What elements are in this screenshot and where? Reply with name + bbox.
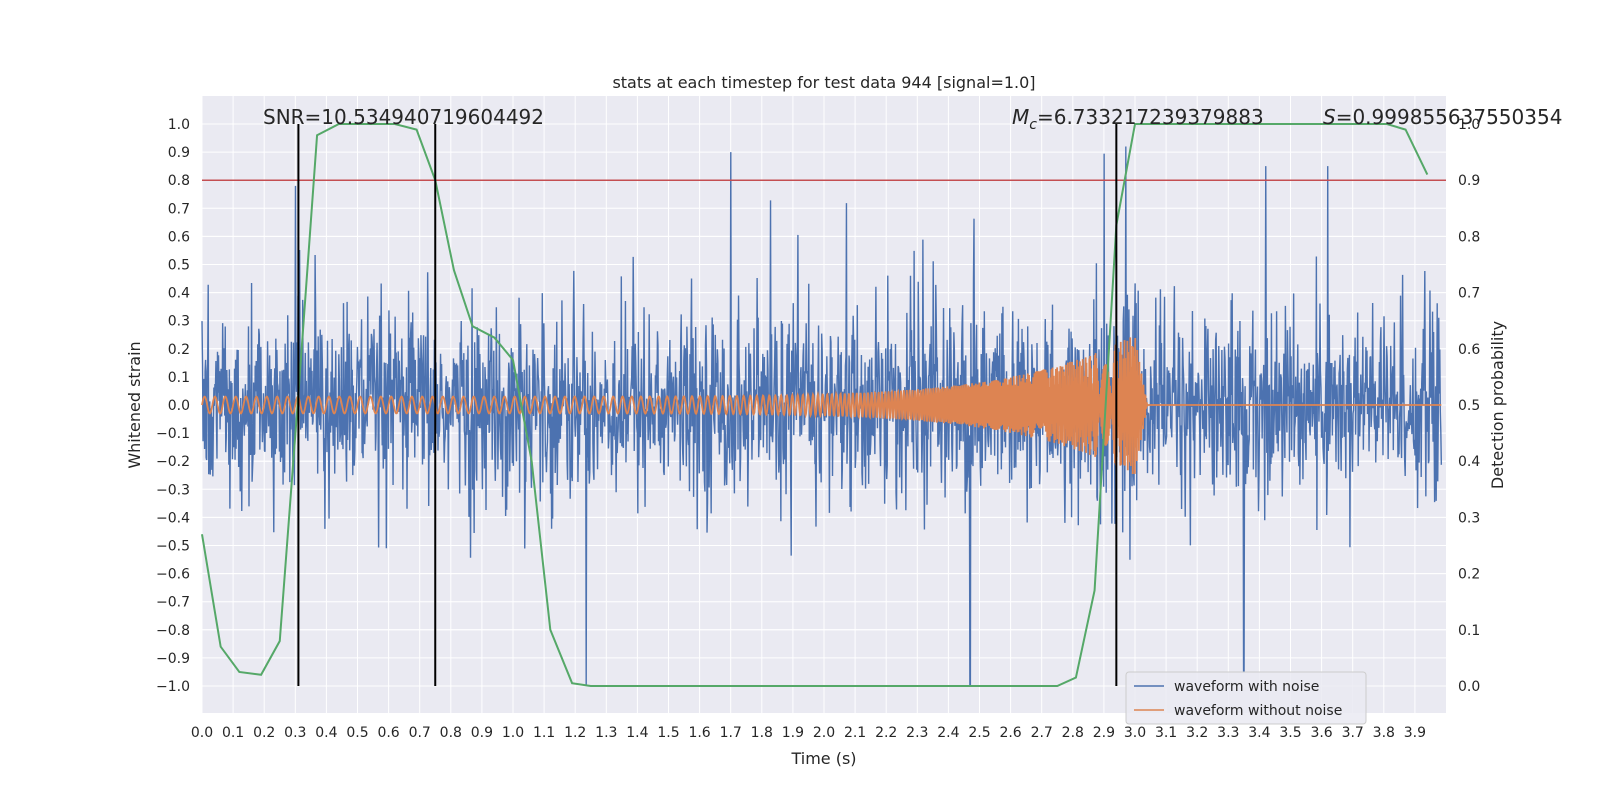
y-tick-label: 1.0: [168, 117, 190, 133]
y-axis-ticks: −1.0 −0.9 −0.8 −0.7 −0.6 −0.5 −0.4 −0.3 −0.2 −0.1…: [156, 117, 190, 695]
x-tick-label: 1.7: [720, 725, 742, 741]
y-tick-label: 0.5: [168, 258, 190, 274]
x-tick-label: 0.3: [284, 725, 306, 741]
x-tick-label: 2.1: [844, 725, 866, 741]
x-tick-label: 2.0: [813, 725, 835, 741]
x-tick-label: 3.4: [1248, 725, 1270, 741]
x-tick-label: 0.8: [440, 725, 462, 741]
x-tick-label: 3.3: [1217, 725, 1239, 741]
chirp-mass-subscript: c: [1029, 117, 1037, 133]
legend-label-noisy: waveform with noise: [1174, 679, 1319, 695]
x-tick-label: 0.7: [409, 725, 431, 741]
series-waveform-without-noise: [201, 337, 1442, 475]
x-tick-label: 1.3: [595, 725, 617, 741]
y-tick-label: 0.1: [168, 370, 190, 386]
y-tick-label: 0.2: [168, 342, 190, 358]
y-right-tick-label: 0.2: [1458, 567, 1480, 583]
legend-box: [1125, 671, 1367, 725]
y-right-tick-label: 0.6: [1458, 342, 1480, 358]
y-right-tick-label: 0.5: [1458, 398, 1480, 414]
probability-line: [201, 123, 1429, 687]
y-tick-label: 0.9: [168, 145, 190, 161]
score-annotation: S=0.999855637550354: [1323, 105, 1562, 129]
y-tick-label: −0.4: [156, 510, 190, 526]
x-tick-label: 1.1: [533, 725, 555, 741]
x-tick-label: 3.2: [1186, 725, 1208, 741]
x-tick-label: 2.6: [999, 725, 1021, 741]
chirp-mass-symbol: M: [1012, 105, 1029, 129]
x-tick-label: 1.4: [626, 725, 648, 741]
y-tick-label: −0.6: [156, 567, 190, 583]
noisy-line: [201, 146, 1443, 687]
x-axis-ticks: 0.0 0.1 0.2 0.3 0.4 0.5 0.6 0.7 0.8 0.9 1.0 1.1 1.2 1…: [191, 725, 1426, 741]
y-right-tick-label: 0.1: [1458, 623, 1480, 639]
x-tick-label: 2.2: [875, 725, 897, 741]
y-tick-label: −0.3: [156, 482, 190, 498]
x-tick-label: 3.7: [1342, 725, 1364, 741]
y-tick-label: −0.1: [156, 426, 190, 442]
x-tick-label: 1.0: [502, 725, 524, 741]
x-tick-label: 3.6: [1310, 725, 1332, 741]
x-tick-label: 1.9: [782, 725, 804, 741]
y-tick-label: −0.8: [156, 623, 190, 639]
y-right-tick-label: 0.4: [1458, 454, 1480, 470]
x-axis-label: Time (s): [790, 749, 856, 768]
y-right-axis-label: Detection probability: [1488, 321, 1507, 489]
clean-line: [201, 337, 1442, 475]
x-tick-label: 2.5: [968, 725, 990, 741]
x-tick-label: 1.8: [751, 725, 773, 741]
y-right-tick-label: 0.0: [1458, 679, 1480, 695]
y-right-tick-label: 0.7: [1458, 286, 1480, 302]
x-tick-label: 2.8: [1062, 725, 1084, 741]
y-tick-label: 0.6: [168, 229, 190, 245]
x-tick-label: 3.8: [1373, 725, 1395, 741]
x-tick-label: 1.5: [657, 725, 679, 741]
y-right-tick-label: 0.9: [1458, 173, 1480, 189]
series-detection-probability: [201, 123, 1429, 687]
x-tick-label: 0.9: [471, 725, 493, 741]
y-tick-label: −0.9: [156, 651, 190, 667]
x-tick-label: 2.9: [1093, 725, 1115, 741]
vertical-markers: [297, 124, 1118, 686]
y-axis-label: Whitened strain: [125, 341, 144, 468]
y-right-tick-label: 0.3: [1458, 510, 1480, 526]
y-tick-label: 0.0: [168, 398, 190, 414]
x-tick-label: 3.0: [1124, 725, 1146, 741]
y-tick-label: 0.3: [168, 314, 190, 330]
score-value: =0.999855637550354: [1336, 105, 1563, 129]
x-tick-label: 0.2: [253, 725, 275, 741]
x-tick-label: 3.5: [1279, 725, 1301, 741]
y-tick-label: 0.4: [168, 286, 190, 302]
x-tick-label: 1.6: [688, 725, 710, 741]
x-tick-label: 2.7: [1031, 725, 1053, 741]
chirp-mass-value: =6.733217239379883: [1037, 105, 1264, 129]
chirp-mass-annotation: Mc=6.733217239379883: [1012, 105, 1264, 133]
x-tick-label: 2.4: [937, 725, 959, 741]
x-tick-label: 1.2: [564, 725, 586, 741]
x-tick-label: 0.5: [346, 725, 368, 741]
y-right-tick-label: 1.0: [1458, 117, 1480, 133]
score-symbol: S: [1323, 105, 1336, 129]
legend: waveform with noise waveform without noi…: [1125, 671, 1367, 725]
chart-title: stats at each timestep for test data 944…: [612, 73, 1035, 92]
y-tick-label: 0.8: [168, 173, 190, 189]
y-tick-label: −0.2: [156, 454, 190, 470]
legend-label-clean: waveform without noise: [1174, 703, 1342, 719]
y-tick-label: −0.5: [156, 539, 190, 555]
x-tick-label: 0.0: [191, 725, 213, 741]
y-right-axis-ticks: 0.0 0.1 0.2 0.3 0.4 0.5 0.6 0.7 0.8 0.9 1.0: [1458, 117, 1480, 695]
y-tick-label: −1.0: [156, 679, 190, 695]
series-waveform-with-noise: [201, 146, 1443, 687]
x-tick-label: 0.4: [315, 725, 337, 741]
y-right-tick-label: 0.8: [1458, 229, 1480, 245]
x-tick-label: 3.9: [1404, 725, 1426, 741]
x-tick-label: 2.3: [906, 725, 928, 741]
y-tick-label: −0.7: [156, 595, 190, 611]
x-tick-label: 3.1: [1155, 725, 1177, 741]
x-tick-label: 0.6: [377, 725, 399, 741]
snr-annotation: SNR=10.534940719604492: [263, 105, 544, 129]
x-tick-label: 0.1: [222, 725, 244, 741]
y-tick-label: 0.7: [168, 201, 190, 217]
